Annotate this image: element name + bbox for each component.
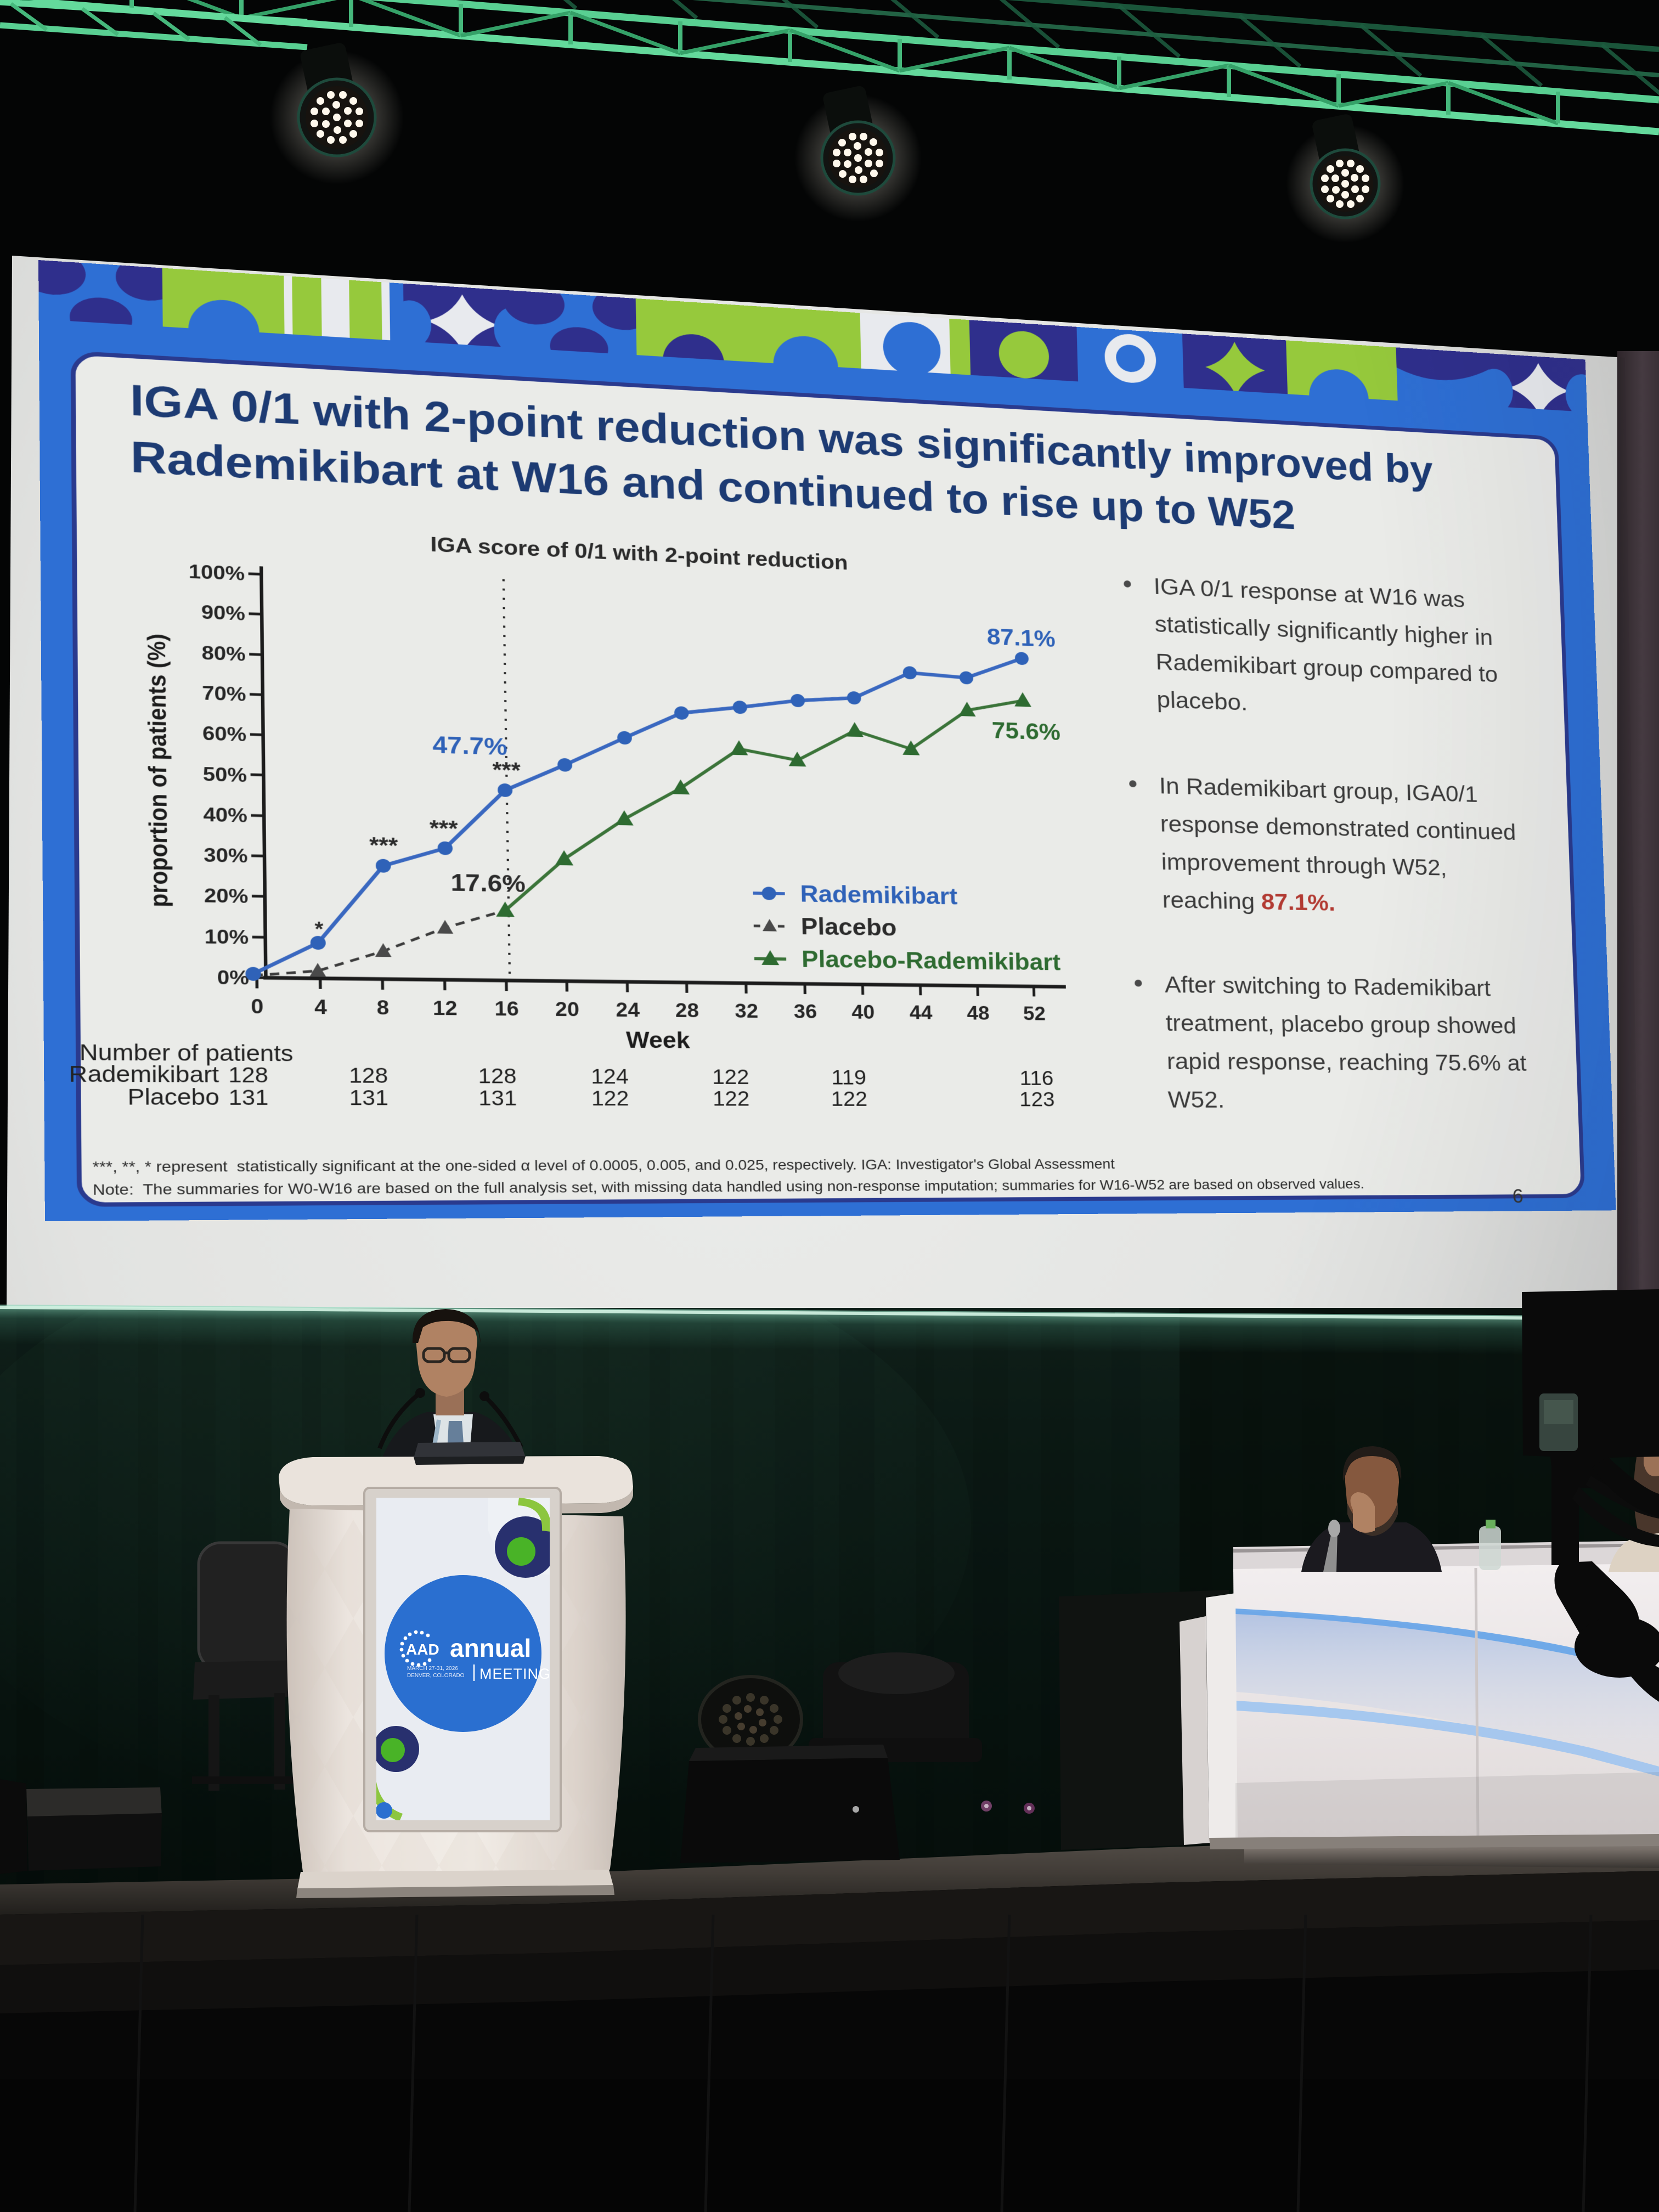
svg-text:52: 52 <box>1023 1003 1046 1024</box>
svg-text:40%: 40% <box>203 804 247 827</box>
svg-text:122: 122 <box>591 1086 629 1110</box>
svg-text:4: 4 <box>314 996 327 1018</box>
svg-text:DENVER, COLORADO: DENVER, COLORADO <box>407 1673 465 1679</box>
svg-text:10%: 10% <box>204 926 249 949</box>
svg-text:47.7%: 47.7% <box>432 732 507 760</box>
svg-text:*: * <box>314 918 324 940</box>
svg-text:119: 119 <box>831 1065 866 1088</box>
svg-text:30%: 30% <box>204 844 248 867</box>
svg-text:90%: 90% <box>201 601 246 625</box>
svg-text:131: 131 <box>349 1086 388 1110</box>
svg-text:proportion of patients (%): proportion of patients (%) <box>143 633 173 907</box>
svg-text:131: 131 <box>478 1086 517 1110</box>
svg-text:Placebo-Rademikibart: Placebo-Rademikibart <box>802 946 1061 975</box>
svg-text:32: 32 <box>735 1000 758 1022</box>
svg-text:0%: 0% <box>217 967 250 989</box>
svg-text:Rademikibart: Rademikibart <box>69 1062 219 1088</box>
svg-text:48: 48 <box>967 1002 990 1024</box>
svg-text:100%: 100% <box>189 561 245 585</box>
svg-text:87.1%: 87.1% <box>986 624 1056 652</box>
svg-text:122: 122 <box>831 1087 867 1110</box>
svg-text:131: 131 <box>229 1085 269 1109</box>
svg-text:80%: 80% <box>201 642 246 665</box>
svg-text:Placebo: Placebo <box>127 1085 219 1110</box>
svg-text:Rademikibart: Rademikibart <box>800 881 958 910</box>
svg-text:36: 36 <box>794 1001 817 1023</box>
svg-text:***: *** <box>430 816 458 841</box>
svg-text:12: 12 <box>433 997 458 1020</box>
svg-text:128: 128 <box>349 1063 388 1087</box>
svg-text:70%: 70% <box>202 682 246 706</box>
svg-text:28: 28 <box>675 1000 699 1022</box>
svg-text:128: 128 <box>478 1064 517 1088</box>
svg-text:50%: 50% <box>203 764 247 787</box>
svg-text:AAD: AAD <box>406 1641 439 1658</box>
svg-text:123: 123 <box>1019 1088 1055 1111</box>
svg-text:122: 122 <box>712 1065 749 1088</box>
svg-text:60%: 60% <box>202 723 247 746</box>
svg-text:75.6%: 75.6% <box>991 718 1060 745</box>
svg-text:annual: annual <box>450 1634 531 1662</box>
svg-text:128: 128 <box>228 1063 268 1087</box>
svg-text:116: 116 <box>1019 1066 1053 1090</box>
svg-text:124: 124 <box>591 1064 629 1088</box>
svg-text:0: 0 <box>251 995 263 1018</box>
svg-text:44: 44 <box>910 1002 933 1024</box>
svg-text:24: 24 <box>616 999 640 1022</box>
svg-text:16: 16 <box>494 998 519 1020</box>
svg-text:Placebo: Placebo <box>800 913 897 941</box>
svg-text:40: 40 <box>851 1001 875 1023</box>
svg-text:IGA score of 0/1 with 2-point: IGA score of 0/1 with 2-point reduction <box>430 532 848 574</box>
svg-text:Number of patients: Number of patients <box>80 1040 294 1066</box>
svg-text:***: *** <box>369 833 398 858</box>
svg-text:122: 122 <box>712 1087 749 1110</box>
svg-text:MARCH 27-31, 2026: MARCH 27-31, 2026 <box>407 1666 458 1672</box>
svg-text:20: 20 <box>555 998 579 1021</box>
svg-text:20%: 20% <box>204 885 249 908</box>
svg-text:MEETING: MEETING <box>479 1666 551 1682</box>
svg-text:8: 8 <box>376 997 389 1019</box>
svg-text:***: *** <box>492 758 521 782</box>
svg-text:17.6%: 17.6% <box>450 870 526 898</box>
svg-text:Week: Week <box>626 1027 691 1053</box>
